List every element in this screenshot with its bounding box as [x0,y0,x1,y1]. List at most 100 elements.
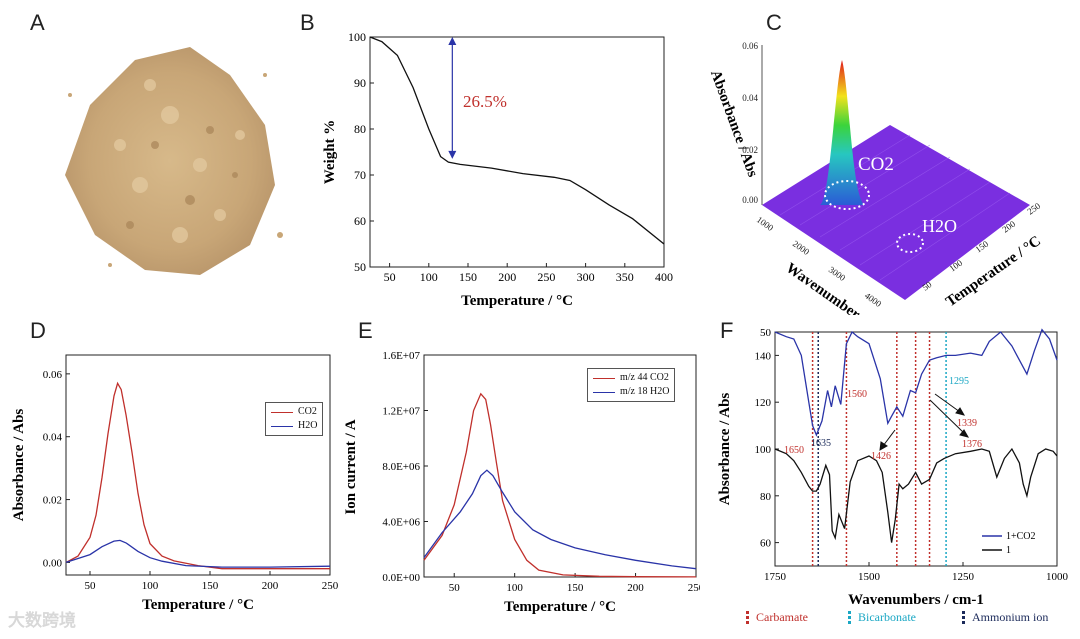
arrow-head-bottom [448,150,457,159]
legend-f: 1+CO2 1 [982,531,1036,556]
x-axis-title: Temperature / °C [504,599,616,615]
legend-item: H2O [271,419,317,433]
panel-letter-a: A [30,10,45,35]
y-tick-label: 100 [755,444,772,456]
peak-label: 1339 [957,418,977,429]
key-carbamate: Carbamate [746,610,808,625]
x-tick-label: 100 [506,582,523,594]
y-tick-label: 0.00 [43,557,63,569]
ion-current-chart: 1.6E+07 1.2E+07 8.0E+06 4.0E+06 0.0E+00 50 100… [343,350,700,615]
legend-item: m/z 18 H2O [593,385,669,399]
peak-label: 1650 [784,445,804,456]
y-axis-title: Ion current / A [343,419,359,514]
legend-item: CO2 [271,405,317,419]
z-tick: 0.06 [742,41,758,51]
x-tick-label: 200 [627,582,644,594]
y-tick-label: 4.0E+06 [382,517,420,529]
x-tick: 2000 [791,238,812,257]
x-tick-label: 200 [498,270,516,284]
z-tick: 0.00 [742,195,758,205]
co2-peak [820,60,865,205]
x-tick-label: 100 [142,580,159,592]
mass-loss-label: 26.5% [463,92,507,111]
co2-curve [65,381,330,570]
key-bicarbonate: Bicarbonate [848,610,916,625]
co2-label: CO2 [858,154,894,175]
arrow-head-top [448,37,457,45]
y-tick-label: 1.2E+07 [382,406,420,418]
peak-label: 1635 [811,438,831,449]
y-tick-label: 0.02 [43,495,62,507]
panel-letter-e: E [358,318,373,343]
x-tick-label: 250 [322,580,338,592]
legend-item: m/z 44 CO2 [593,371,669,385]
spectrum-1-co2 [774,328,1058,437]
key-ammonium: Ammonium ion [962,610,1048,625]
x-tick-label: 1750 [764,571,787,583]
x-tick-label: 150 [459,270,477,284]
y-tick-label: 80 [354,122,366,136]
x-tick-label: 50 [85,580,97,592]
x-tick: 1000 [755,214,776,233]
x-tick-label: 1500 [858,571,881,583]
x-axis-title: Wavenumbers / cm-1 [848,592,984,608]
y-axis-title: Weight % [322,120,338,185]
legend-d: CO2 H2O [265,402,324,436]
x-tick-label: 150 [202,580,219,592]
y-tick-label: 90 [354,76,366,90]
watermark: 大数跨境 [8,611,76,631]
plot-frame [369,36,665,268]
peak-label: 1376 [962,439,982,450]
x-tick-label: 350 [616,270,634,284]
x-tick-label: 250 [537,270,555,284]
panel-letter-d: D [30,318,46,343]
z-tick: 0.02 [742,145,758,155]
x-tick: 3000 [827,264,848,283]
y-tick-label: 80 [760,491,772,503]
x-tick: 4000 [863,290,884,309]
x-tick-label: 100 [420,270,438,284]
peak-label: 1295 [949,376,969,387]
x-axis-title: Temperature / °C [461,293,573,309]
panel-letter-b: B [300,10,315,35]
powder-photo [65,47,283,275]
y-tick-label: 0.04 [43,432,63,444]
x-tick-label: 150 [567,582,584,594]
plot-frame [65,354,331,576]
y-axis-title: Absorbance / Abs [11,409,27,522]
x-tick-label: 50 [384,270,396,284]
y-tick-label: 0.0E+00 [382,572,420,584]
legend-item: 1+CO2 [1006,531,1036,542]
y-tick-label: 140 [755,350,772,362]
co2-ion-curve [423,392,697,578]
y-axis-title: Absorbance / Abs [717,393,733,506]
y-tick-label: 60 [354,214,366,228]
h2o-ion-curve [423,469,697,570]
legend-item: 1 [1006,545,1011,556]
z-axis-title: Absorbance / Abs [707,68,761,179]
x-tick-label: 200 [262,580,279,592]
h2o-label: H2O [922,216,957,236]
co2-highlight-ring [824,180,870,210]
y-tick-label: 60 [760,538,772,550]
ftir-3d-plot: CO2 H2O 0.06 0.04 0.02 0.00 1000 2000 30… [707,41,1044,315]
x-tick-label: 400 [655,270,673,284]
peak-label: 1560 [847,389,867,400]
y-tick-label: 0.06 [43,369,63,381]
panel-letter-f: F [720,318,734,343]
x-tick-label: 50 [449,582,461,594]
y-tick-label: 100 [348,30,366,44]
h2o-curve [65,539,331,568]
y-tick-label: 70 [354,168,366,182]
z-tick: 0.04 [742,93,758,103]
y-tick-label: 8.0E+06 [382,461,420,473]
tga-curve [369,36,665,245]
x-tick-label: 1000 [1046,571,1069,583]
y-tick-label: 120 [755,397,772,409]
x-tick-label: 300 [577,270,595,284]
tga-chart: 100 90 80 70 60 50 50 100 150 200 250 300 350 400 26.… [322,30,673,309]
peak-label: 1426 [871,451,891,462]
x-tick-label: 1250 [952,571,975,583]
x-axis-title: Temperature / °C [142,597,254,613]
h2o-highlight-ring [896,233,924,253]
